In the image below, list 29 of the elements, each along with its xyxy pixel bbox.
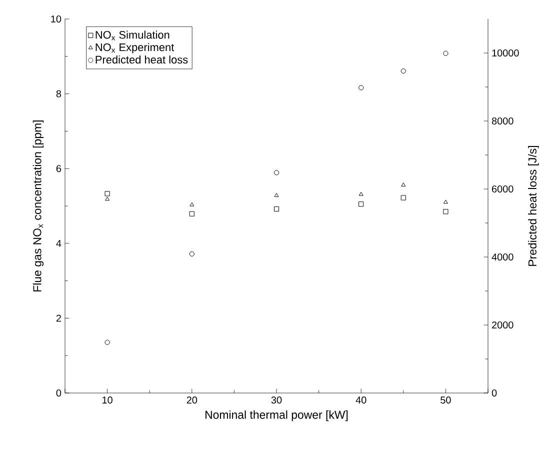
point <box>443 50 448 56</box>
legend-label: NO$_{x}$ Experiment <box>96 43 174 54</box>
point <box>358 85 364 90</box>
x-tick-label: 30 <box>271 396 282 404</box>
y2-tick-label: 8000 <box>492 117 514 125</box>
y-tick-label: 2 <box>56 314 61 322</box>
y-tick-label: 10 <box>51 15 62 23</box>
y2-tick-label: 4000 <box>492 253 514 261</box>
y2-tick-label: 0 <box>492 389 497 397</box>
x-tick-label: 10 <box>102 396 112 404</box>
y2-tick-label: 10000 <box>492 49 519 57</box>
y-axis-title: Flue gas NO$_{x}$ concentration [ppm] <box>32 120 44 292</box>
y-tick-label: 4 <box>56 240 62 247</box>
legend-label: NO$_{x}$ Simulation <box>96 30 170 40</box>
x-axis-title: Nominal thermal power [kW] <box>205 410 348 422</box>
y2-axis-title: Predicted heat loss [J/s] <box>528 146 539 266</box>
x-tick-label: 50 <box>440 396 451 404</box>
point <box>189 251 194 256</box>
y2-tick-label: 2000 <box>492 321 514 329</box>
x-tick-label: 40 <box>356 396 366 404</box>
x-tick-label: 20 <box>186 396 198 404</box>
point <box>400 68 406 74</box>
y-tick-label: 0 <box>56 389 62 397</box>
legend-label: Predicted heat loss <box>96 56 188 64</box>
point <box>274 170 280 176</box>
y2-tick-label: 6000 <box>492 185 514 193</box>
y-tick-label: 8 <box>56 90 62 98</box>
point <box>104 340 110 345</box>
y-tick-label: 6 <box>56 165 62 172</box>
